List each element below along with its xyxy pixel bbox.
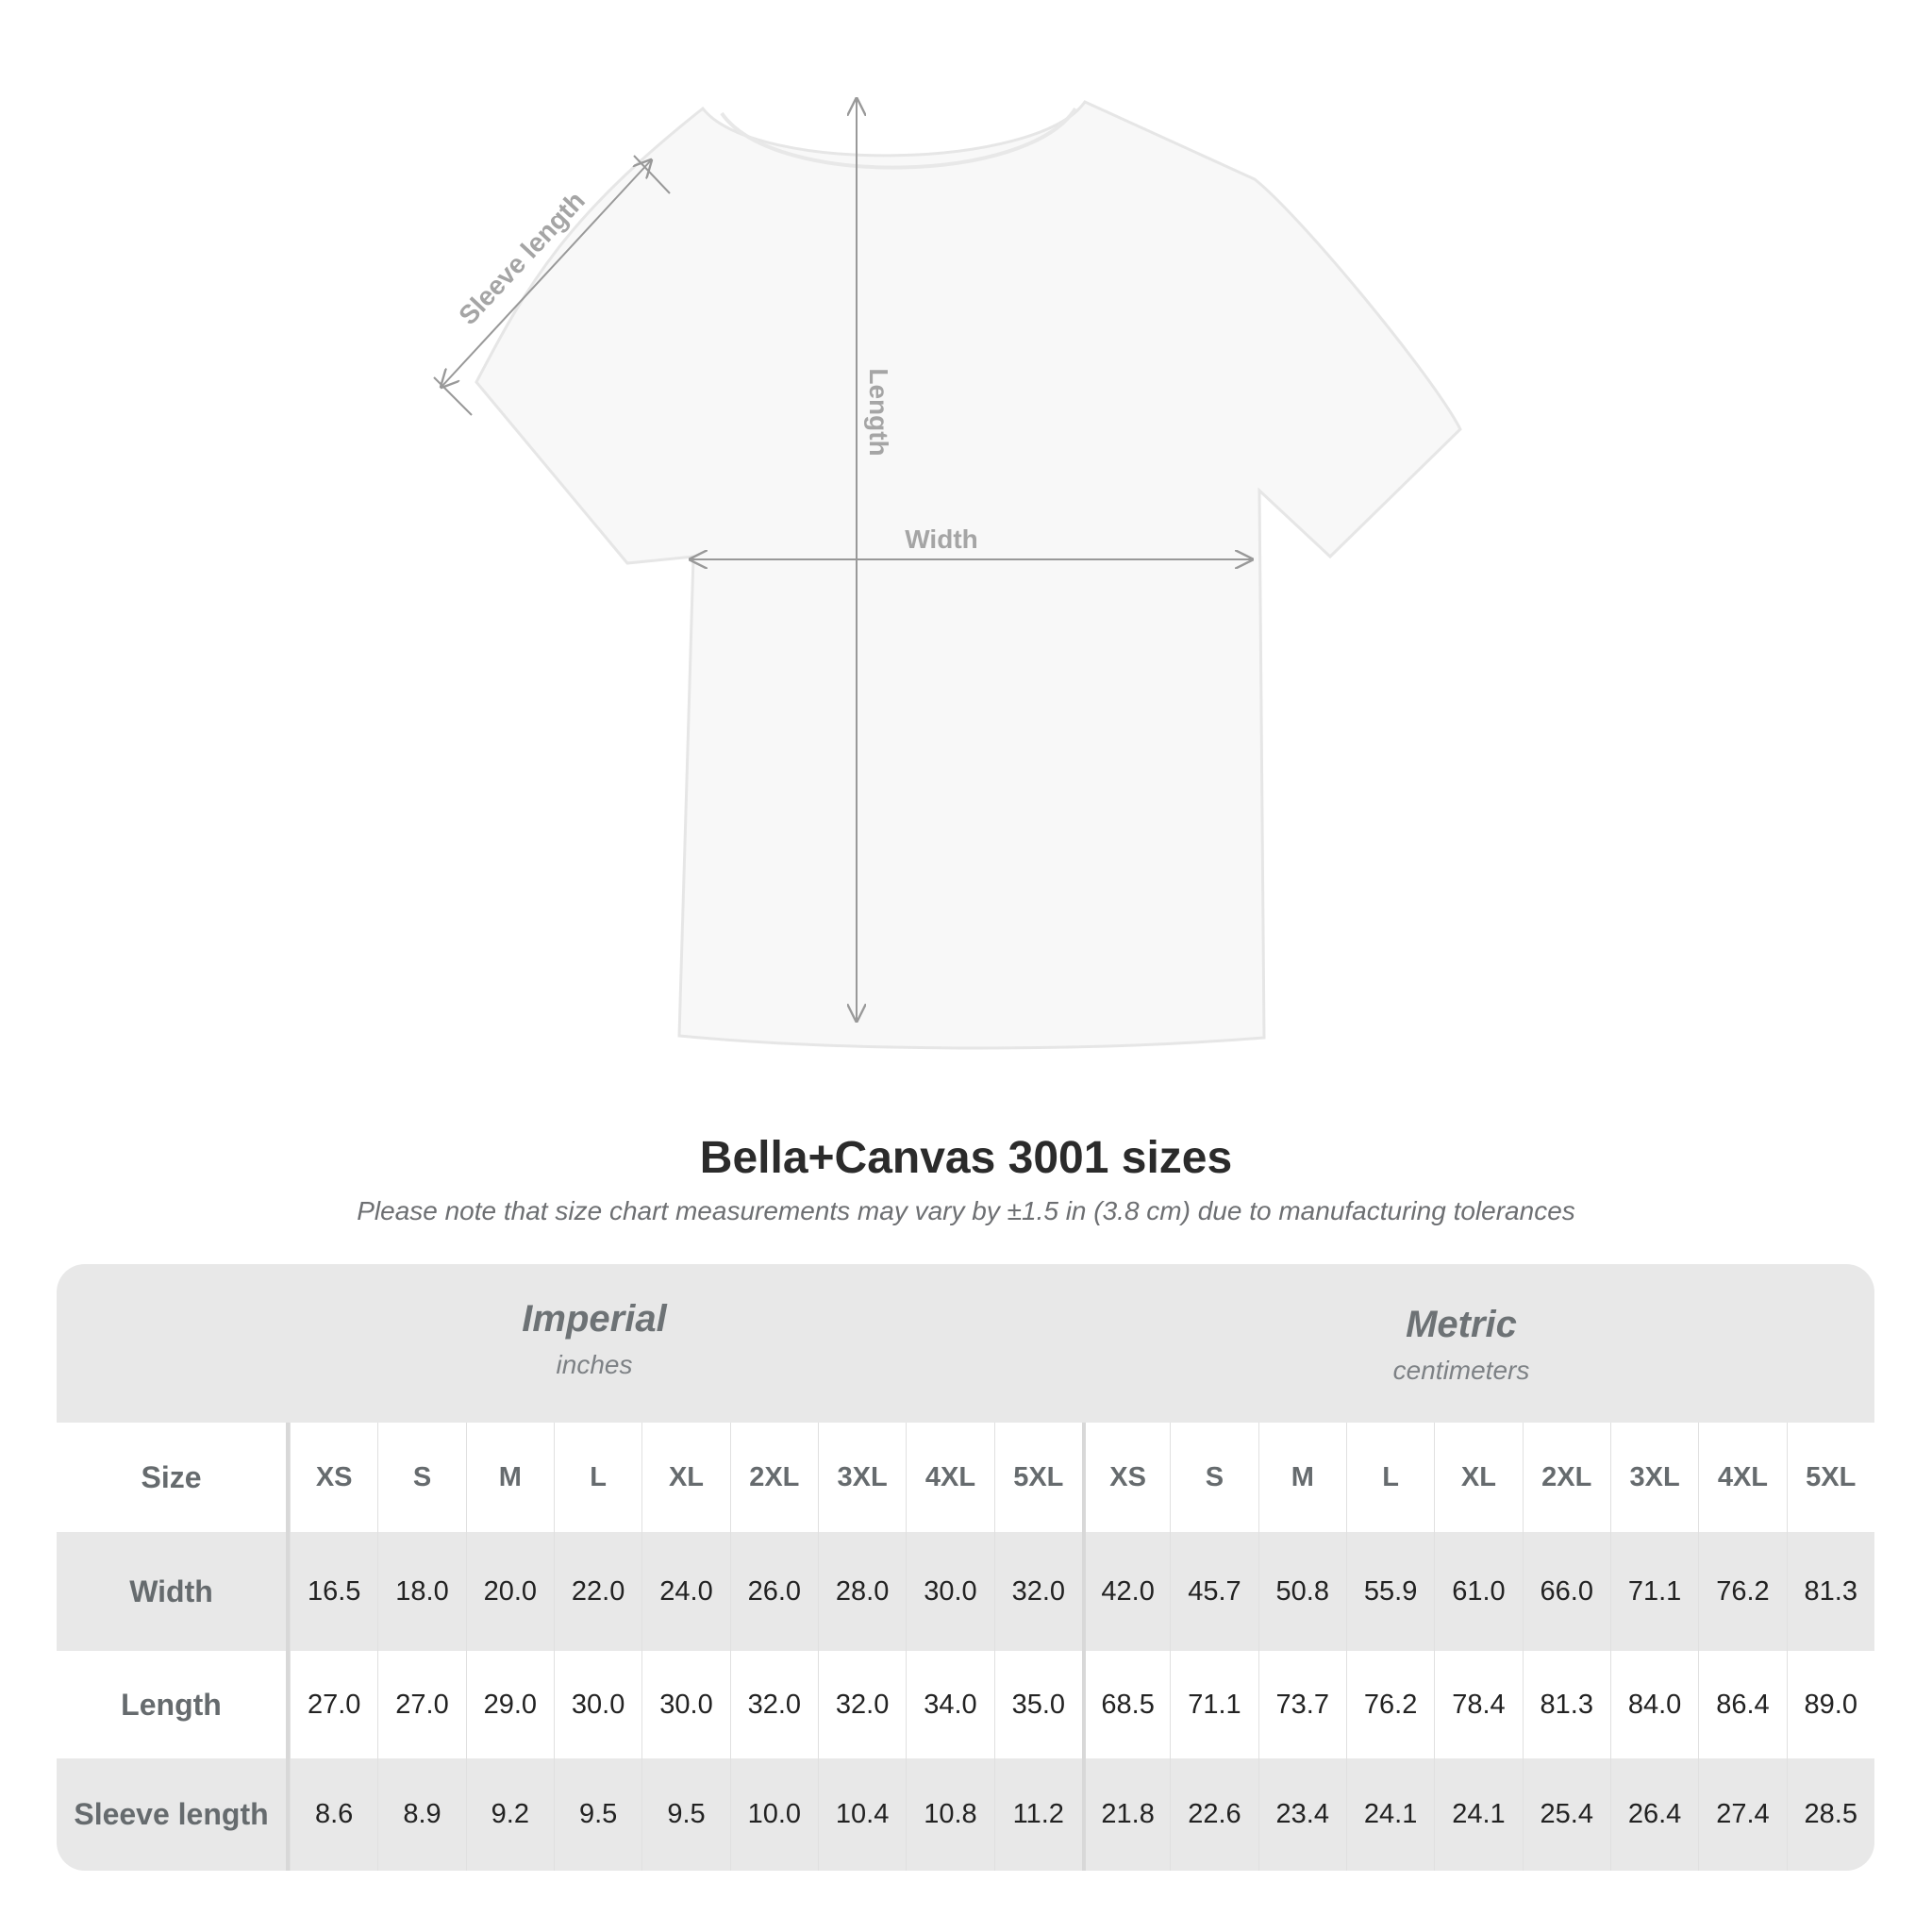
- size-header-3xl: 3XL: [1609, 1423, 1698, 1532]
- table-cell: 32.0: [993, 1532, 1082, 1651]
- size-header-xl: XL: [641, 1423, 729, 1532]
- size-header-l: L: [553, 1423, 641, 1532]
- table-cell: 28.5: [1786, 1758, 1874, 1871]
- size-header-xl: XL: [1434, 1423, 1522, 1532]
- table-cell: 30.0: [906, 1532, 993, 1651]
- size-header-m: M: [465, 1423, 554, 1532]
- table-cell: 9.5: [641, 1758, 729, 1871]
- row-label: Sleeve length: [57, 1758, 290, 1871]
- table-cell: 23.4: [1257, 1758, 1346, 1871]
- tshirt-shape: [475, 100, 1462, 1050]
- table-cell: 84.0: [1609, 1651, 1698, 1758]
- table-cell: 22.0: [553, 1532, 641, 1651]
- size-header-s: S: [377, 1423, 465, 1532]
- metric-header: Metric centimeters: [1037, 1304, 1874, 1386]
- table-cell: 50.8: [1257, 1532, 1346, 1651]
- size-header-2xl: 2XL: [729, 1423, 818, 1532]
- table-cell: 9.2: [465, 1758, 554, 1871]
- table-cell: 18.0: [377, 1532, 465, 1651]
- metric-unit: centimeters: [1392, 1356, 1530, 1385]
- table-cell: 55.9: [1345, 1532, 1434, 1651]
- table-cell: 45.7: [1170, 1532, 1257, 1651]
- table-cell: 27.0: [377, 1651, 465, 1758]
- size-header-xs: XS: [1081, 1423, 1170, 1532]
- table-cell: 86.4: [1698, 1651, 1786, 1758]
- size-header-3xl: 3XL: [817, 1423, 906, 1532]
- table-cell: 24.1: [1434, 1758, 1522, 1871]
- table-cell: 24.1: [1345, 1758, 1434, 1871]
- table-cell: 28.0: [817, 1532, 906, 1651]
- table-cell: 8.9: [377, 1758, 465, 1871]
- row-label: Length: [57, 1651, 290, 1758]
- table-cell: 78.4: [1434, 1651, 1522, 1758]
- table-cell: 16.5: [290, 1532, 377, 1651]
- imperial-unit: inches: [556, 1350, 633, 1379]
- table-cell: 25.4: [1522, 1758, 1610, 1871]
- size-header-m: M: [1257, 1423, 1346, 1532]
- table-cell: 22.6: [1170, 1758, 1257, 1871]
- size-table: Imperial inches Metric centimeters Size …: [57, 1264, 1874, 1871]
- sleeve-arrow: [441, 160, 651, 387]
- size-header-5xl: 5XL: [993, 1423, 1082, 1532]
- table-cell: 30.0: [553, 1651, 641, 1758]
- table-cell: 20.0: [465, 1532, 554, 1651]
- table-cell: 71.1: [1609, 1532, 1698, 1651]
- table-cell: 27.4: [1698, 1758, 1786, 1871]
- size-header-l: L: [1345, 1423, 1434, 1532]
- table-cell: 42.0: [1081, 1532, 1170, 1651]
- length-label: Length: [864, 368, 893, 456]
- table-cell: 9.5: [553, 1758, 641, 1871]
- size-row: Size XS S M L XL 2XL 3XL 4XL 5XL XS S M L XL 2XL 3XL 4XL…: [57, 1423, 1874, 1532]
- table-cell: 61.0: [1434, 1532, 1522, 1651]
- size-header-4xl: 4XL: [1698, 1423, 1786, 1532]
- row-label: Width: [57, 1532, 290, 1651]
- table-cell: 27.0: [290, 1651, 377, 1758]
- chart-title: Bella+Canvas 3001 sizes: [699, 1133, 1233, 1183]
- table-cell: 10.0: [729, 1758, 818, 1871]
- imperial-header: Imperial inches: [170, 1298, 1019, 1380]
- size-header-2xl: 2XL: [1522, 1423, 1610, 1532]
- table-cell: 32.0: [729, 1651, 818, 1758]
- size-header-4xl: 4XL: [906, 1423, 993, 1532]
- table-cell: 81.3: [1522, 1651, 1610, 1758]
- table-row-length: Length 27.0 27.0 29.0 30.0 30.0 32.0 32.0 34.0 35…: [57, 1651, 1874, 1758]
- tolerance-note: Please note that size chart measurements…: [357, 1196, 1575, 1225]
- width-label: Width: [905, 525, 978, 554]
- table-row-width: Width 16.5 18.0 20.0 22.0 24.0 26.0 28.0 30.0 32.…: [57, 1532, 1874, 1651]
- table-cell: 21.8: [1081, 1758, 1170, 1871]
- table-cell: 32.0: [817, 1651, 906, 1758]
- table-cell: 73.7: [1257, 1651, 1346, 1758]
- table-cell: 29.0: [465, 1651, 554, 1758]
- imperial-title: Imperial: [522, 1298, 667, 1340]
- table-cell: 24.0: [641, 1532, 729, 1651]
- table-cell: 89.0: [1786, 1651, 1874, 1758]
- size-header-xs: XS: [290, 1423, 377, 1532]
- table-cell: 11.2: [993, 1758, 1082, 1871]
- table-cell: 76.2: [1698, 1532, 1786, 1651]
- table-cell: 81.3: [1786, 1532, 1874, 1651]
- size-label: Size: [57, 1423, 290, 1532]
- table-cell: 26.4: [1609, 1758, 1698, 1871]
- table-row-sleeve-length: Sleeve length 8.6 8.9 9.2 9.5 9.5 10.0 10.4 10.8…: [57, 1758, 1874, 1871]
- table-cell: 10.8: [906, 1758, 993, 1871]
- metric-title: Metric: [1406, 1304, 1517, 1345]
- table-cell: 66.0: [1522, 1532, 1610, 1651]
- table-cell: 10.4: [817, 1758, 906, 1871]
- table-cell: 34.0: [906, 1651, 993, 1758]
- table-cell: 35.0: [993, 1651, 1082, 1758]
- table-cell: 76.2: [1345, 1651, 1434, 1758]
- size-header-s: S: [1170, 1423, 1257, 1532]
- size-header-5xl: 5XL: [1786, 1423, 1874, 1532]
- table-cell: 8.6: [290, 1758, 377, 1871]
- table-cell: 26.0: [729, 1532, 818, 1651]
- table-cell: 68.5: [1081, 1651, 1170, 1758]
- tshirt-diagram: Sleeve length Length Width: [433, 0, 1462, 1050]
- table-cell: 71.1: [1170, 1651, 1257, 1758]
- table-cell: 30.0: [641, 1651, 729, 1758]
